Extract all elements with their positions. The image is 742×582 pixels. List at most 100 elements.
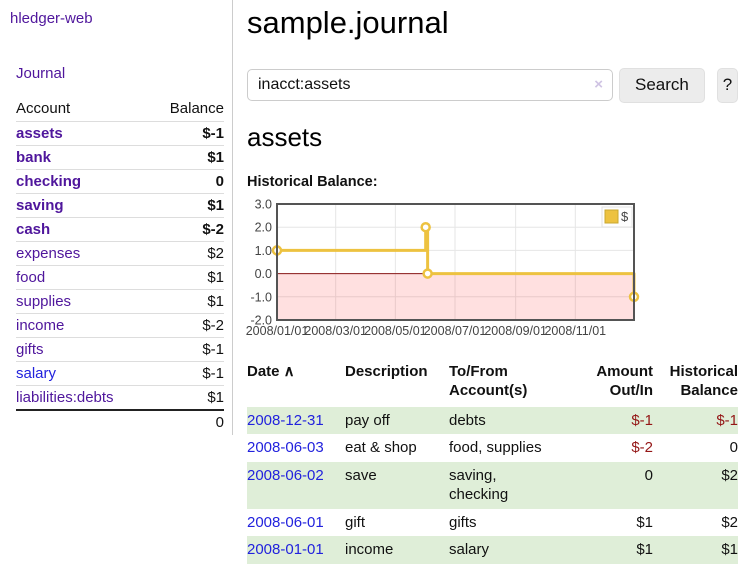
header-line2: Account(s) xyxy=(449,382,528,400)
register-table: Date ∧ Description To/From Account(s) Amount… xyxy=(247,360,738,564)
header-line1: Description xyxy=(345,362,428,380)
account-balance: $2 xyxy=(207,245,224,262)
transaction-amount: 0 xyxy=(644,466,653,484)
search-button[interactable]: Search xyxy=(619,67,705,103)
data-point-marker xyxy=(422,268,433,279)
historical-balance-chart: $3.0 2.0 1.0 0.0 -1.0 -2.0 2008/01/01 2008/03/0… xyxy=(246,197,742,346)
account-row: gifts $-1 xyxy=(16,337,224,362)
header-line1: To/From xyxy=(449,362,508,380)
sort-ascending-icon: ∧ xyxy=(279,362,295,380)
accounts-table-header: Account Balance xyxy=(16,97,224,122)
register-header-date[interactable]: Date ∧ xyxy=(247,360,345,407)
account-row: supplies $1 xyxy=(16,289,224,314)
plot-border xyxy=(276,202,635,321)
sidebar: hledger-web Journal Account Balance asse… xyxy=(0,0,233,435)
account-heading: assets xyxy=(247,121,323,152)
app-title-link[interactable]: hledger-web xyxy=(10,10,93,27)
account-row: cash $-2 xyxy=(16,217,224,242)
search-input[interactable] xyxy=(247,69,613,102)
account-link[interactable]: saving xyxy=(16,197,64,214)
accounts-total-row: 0 xyxy=(16,410,224,434)
transaction-date-link[interactable]: 2008-06-03 xyxy=(247,439,324,457)
account-balance: $1 xyxy=(207,269,224,286)
help-button[interactable]: ? xyxy=(716,67,738,103)
y-axis-tick-label: -2.0 xyxy=(250,313,272,327)
transaction-amount: $-2 xyxy=(631,439,653,457)
account-link[interactable]: checking xyxy=(16,173,82,190)
account-link[interactable]: income xyxy=(16,317,65,334)
account-balance: $1 xyxy=(207,389,224,406)
account-row: checking 0 xyxy=(16,169,224,194)
y-axis-tick-label: 0.0 xyxy=(255,267,272,281)
transaction-date-link[interactable]: 2008-12-31 xyxy=(247,411,324,429)
register-header-amount: Amount Out/In xyxy=(571,360,653,407)
account-link[interactable]: supplies xyxy=(16,293,72,310)
accounts-header-account: Account xyxy=(16,100,71,117)
accounts-table: Account Balance assets $-1 bank $1 checking 0… xyxy=(16,97,224,434)
transaction-description: pay off xyxy=(345,411,390,429)
transaction-row: 2008-06-01 gift gifts $1 $2 xyxy=(247,509,738,537)
transaction-row: 2008-06-02 save saving, checking 0 $2 xyxy=(247,461,738,509)
legend-label: $ xyxy=(621,209,629,224)
transaction-accounts: food, supplies xyxy=(449,439,542,457)
transaction-accounts: debts xyxy=(449,411,486,429)
account-link[interactable]: salary xyxy=(16,365,57,382)
transaction-description: eat & shop xyxy=(345,439,417,457)
transaction-row: 2008-12-31 pay off debts $-1 $-1 xyxy=(247,406,738,435)
account-row: expenses $2 xyxy=(16,241,224,266)
transaction-description: gift xyxy=(345,513,366,531)
account-balance: $1 xyxy=(207,197,224,214)
account-balance: $-2 xyxy=(202,221,224,238)
header-line2: Out/In xyxy=(609,382,653,400)
clear-search-icon[interactable]: × xyxy=(594,76,603,94)
x-axis-tick-label: 2008/01/01 xyxy=(246,324,309,338)
account-row: income $-2 xyxy=(16,313,224,338)
accounts-total: 0 xyxy=(215,414,224,431)
legend-swatch xyxy=(604,209,619,224)
transaction-row: 2008-06-03 eat & shop food, supplies $-2 0 xyxy=(247,434,738,462)
account-balance: $-2 xyxy=(202,317,224,334)
account-row: liabilities:debts $1 xyxy=(16,385,224,411)
transaction-accounts: saving, checking xyxy=(449,466,509,504)
register-table-header: Date ∧ Description To/From Account(s) Amount… xyxy=(247,360,738,407)
sidebar-item-journal[interactable]: Journal xyxy=(16,65,66,82)
transaction-date-link[interactable]: 2008-01-01 xyxy=(247,541,324,559)
account-row: assets $-1 xyxy=(16,121,224,146)
account-row: saving $1 xyxy=(16,193,224,218)
data-point-marker xyxy=(420,221,431,233)
account-link[interactable]: gifts xyxy=(16,341,44,358)
search-input-wrap: × xyxy=(247,69,613,102)
x-axis-tick-label: 2008/09/01 xyxy=(484,324,547,338)
account-row: salary $-1 xyxy=(16,361,224,386)
x-axis-tick-label: 2008/07/01 xyxy=(424,324,487,338)
register-header-historical: Historical Balance xyxy=(653,360,738,407)
transaction-description: income xyxy=(345,541,394,559)
account-balance: $1 xyxy=(207,293,224,310)
transaction-balance: 0 xyxy=(729,439,738,457)
negative-region xyxy=(277,273,634,320)
transaction-date-link[interactable]: 2008-06-02 xyxy=(247,466,324,484)
account-link[interactable]: bank xyxy=(16,149,52,166)
account-link[interactable]: assets xyxy=(16,125,63,142)
register-header-description: Description xyxy=(345,360,449,407)
header-line1: Date xyxy=(247,362,280,380)
y-axis-tick-label: 1.0 xyxy=(255,244,272,258)
transaction-amount: $1 xyxy=(636,513,653,531)
transaction-date-link[interactable]: 2008-06-01 xyxy=(247,513,324,531)
transaction-balance: $2 xyxy=(721,513,738,531)
transaction-balance: $2 xyxy=(721,466,738,484)
y-axis-tick-label: -1.0 xyxy=(250,290,272,304)
header-line1: Historical xyxy=(669,362,738,380)
account-link[interactable]: cash xyxy=(16,221,51,238)
transaction-row: 2008-01-01 income salary $1 $1 xyxy=(247,536,738,564)
account-link[interactable]: expenses xyxy=(16,245,81,262)
account-balance: 0 xyxy=(215,173,224,190)
account-link[interactable]: liabilities:debts xyxy=(16,389,114,406)
header-line1: Amount xyxy=(596,362,653,380)
account-link[interactable]: food xyxy=(16,269,46,286)
accounts-header-balance: Balance xyxy=(169,100,224,117)
transaction-amount: $-1 xyxy=(631,411,653,429)
y-axis-tick-label: 2.0 xyxy=(255,220,272,234)
chart-label: Historical Balance: xyxy=(247,173,378,190)
transaction-amount: $1 xyxy=(636,541,653,559)
